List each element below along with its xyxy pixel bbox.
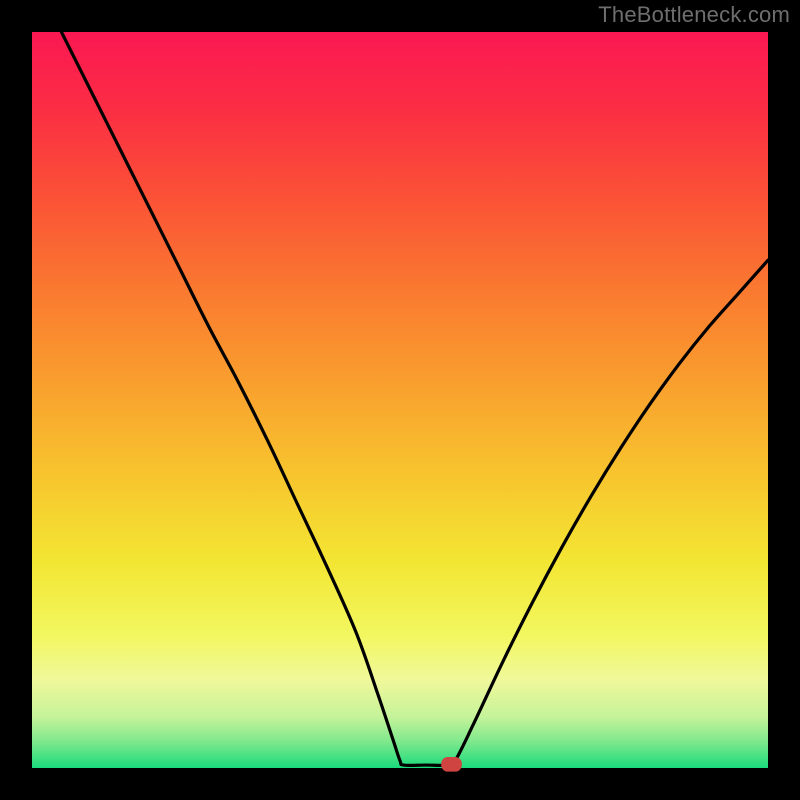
chart-root: TheBottleneck.com xyxy=(0,0,800,800)
bottleneck-curve-chart xyxy=(0,0,800,800)
current-point-marker xyxy=(441,757,462,772)
plot-background-gradient xyxy=(32,32,768,768)
watermark-label: TheBottleneck.com xyxy=(598,2,790,28)
